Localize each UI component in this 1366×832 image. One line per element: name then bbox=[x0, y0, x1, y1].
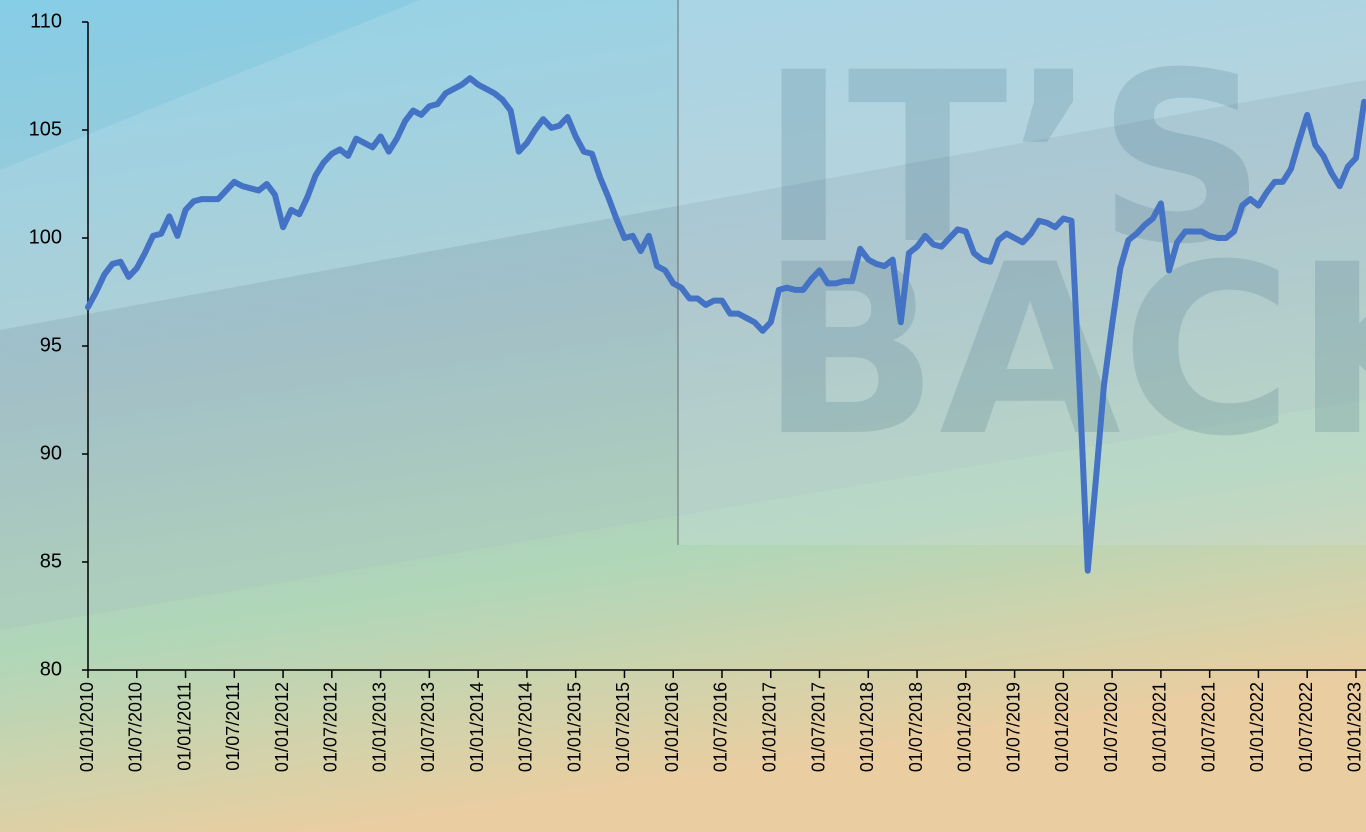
x-tick-label: 01/07/2021 bbox=[1198, 682, 1218, 772]
x-tick-label: 01/01/2023 bbox=[1345, 682, 1365, 772]
watermark: BACK bbox=[760, 215, 1366, 488]
y-tick-label: 100 bbox=[29, 226, 62, 248]
x-tick-label: 01/01/2011 bbox=[174, 682, 194, 771]
x-tick-label: 01/07/2012 bbox=[321, 682, 341, 772]
x-tick-label: 01/01/2016 bbox=[662, 682, 682, 772]
x-tick-label: 01/01/2021 bbox=[1150, 682, 1170, 772]
y-tick-label: 105 bbox=[29, 118, 62, 140]
x-tick-label: 01/01/2020 bbox=[1052, 682, 1072, 772]
x-tick-label: 01/01/2010 bbox=[77, 682, 97, 772]
y-tick-label: 80 bbox=[40, 658, 62, 680]
y-tick-label: 95 bbox=[40, 334, 62, 356]
x-tick-label: 01/01/2014 bbox=[467, 682, 487, 772]
y-tick-label: 90 bbox=[40, 442, 62, 464]
x-tick-label: 01/07/2016 bbox=[711, 682, 731, 772]
x-tick-label: 01/01/2015 bbox=[564, 682, 584, 772]
y-tick-label: 110 bbox=[30, 10, 62, 32]
x-tick-label: 01/07/2011 bbox=[223, 682, 243, 771]
x-tick-label: 01/07/2014 bbox=[516, 682, 536, 772]
x-tick-label: 01/01/2013 bbox=[369, 682, 389, 772]
x-tick-label: 01/07/2022 bbox=[1296, 682, 1316, 772]
x-tick-label: 01/07/2019 bbox=[1003, 682, 1023, 772]
x-tick-label: 01/07/2020 bbox=[1101, 682, 1121, 772]
x-tick-label: 01/07/2018 bbox=[906, 682, 926, 772]
x-tick-label: 01/01/2022 bbox=[1247, 682, 1267, 772]
x-tick-label: 01/07/2015 bbox=[613, 682, 633, 772]
x-tick-label: 01/01/2018 bbox=[857, 682, 877, 772]
x-tick-label: 01/01/2017 bbox=[760, 682, 780, 772]
y-tick-label: 85 bbox=[40, 550, 62, 572]
chart: IT’S BACK 8085909510010511001/01/201001/… bbox=[0, 0, 1366, 832]
x-tick-label: 01/01/2019 bbox=[955, 682, 975, 772]
x-tick-label: 01/01/2012 bbox=[272, 682, 292, 772]
x-tick-label: 01/07/2010 bbox=[126, 682, 146, 772]
x-tick-label: 01/07/2017 bbox=[808, 682, 828, 772]
x-tick-label: 01/07/2013 bbox=[418, 682, 438, 772]
